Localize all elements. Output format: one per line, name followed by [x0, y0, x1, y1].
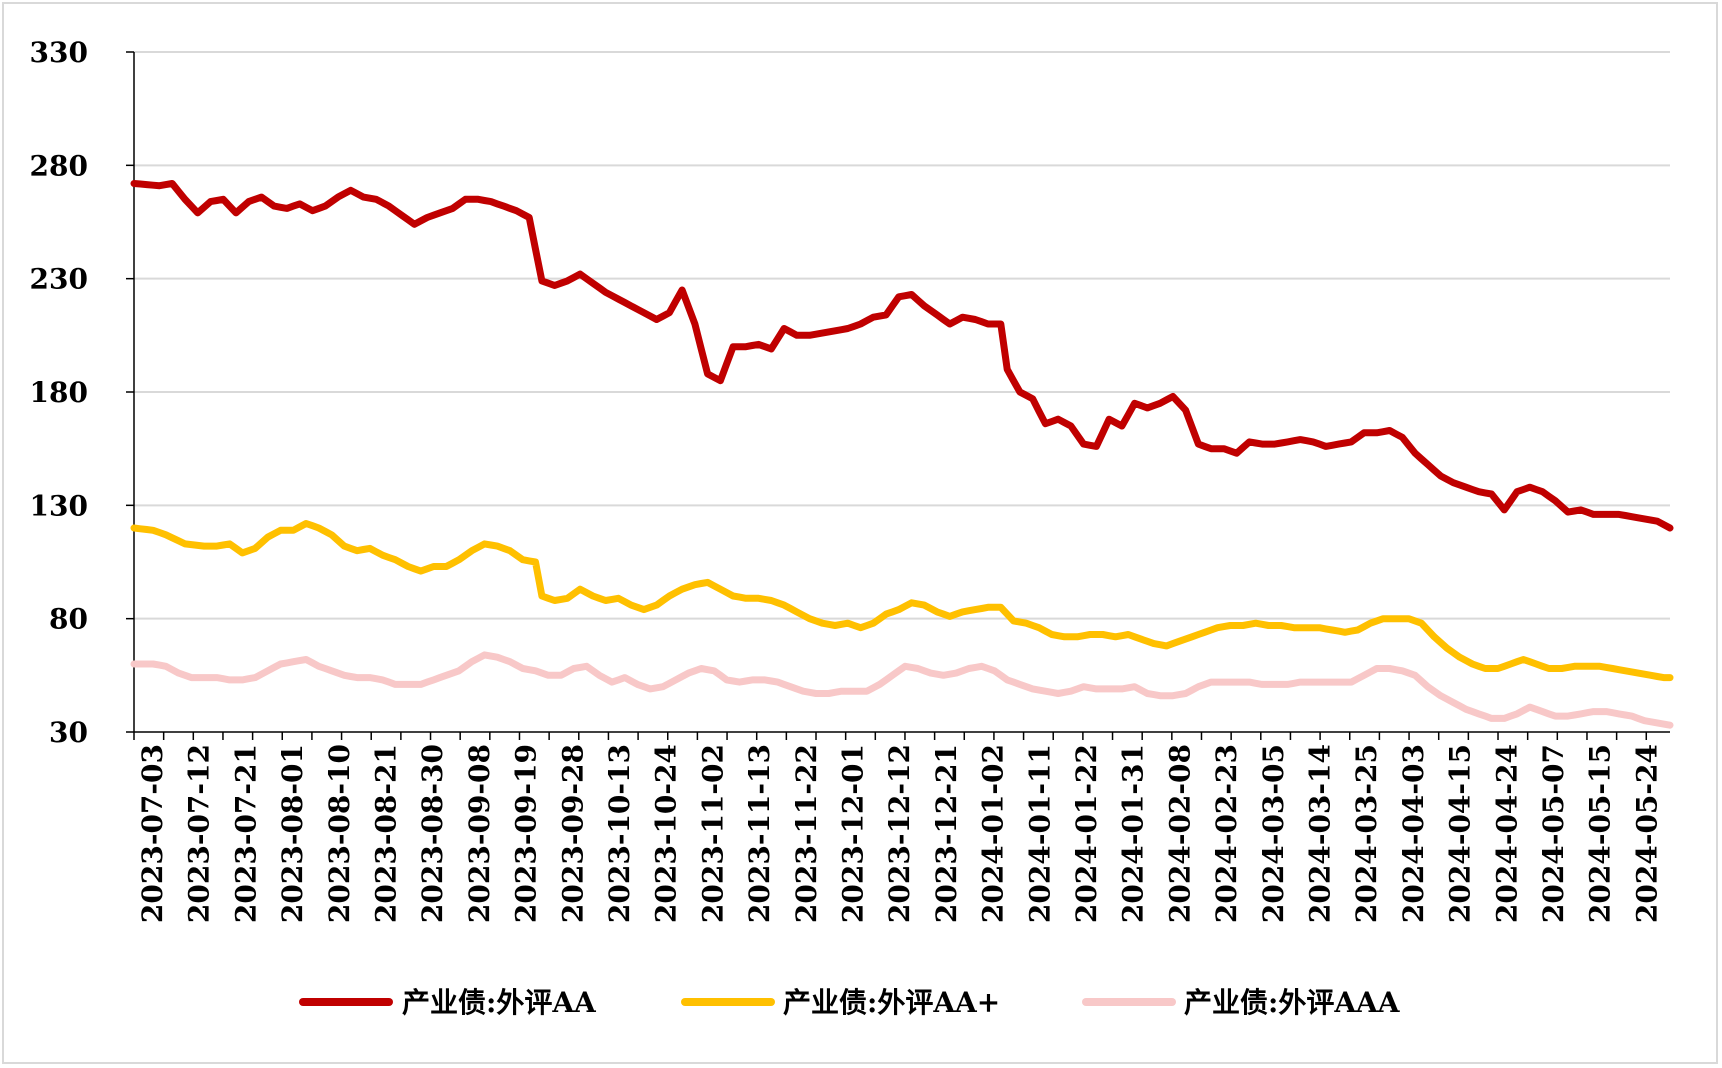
y-tick-label: 180	[30, 376, 88, 409]
x-tick-label: 2024-05-24	[1630, 744, 1663, 923]
x-tick-label: 2024-01-11	[1023, 744, 1056, 923]
x-tick-label: 2023-07-12	[183, 744, 216, 923]
x-tick-label: 2024-03-14	[1304, 744, 1337, 923]
series-line-2	[130, 651, 1674, 729]
x-tick-label: 2024-05-07	[1537, 744, 1570, 923]
series-line-1	[130, 520, 1674, 682]
x-tick-label: 2023-11-02	[696, 744, 729, 923]
x-tick-label: 2023-09-28	[556, 744, 589, 923]
x-tick-label: 2023-07-21	[229, 744, 262, 923]
x-tick-label: 2024-04-15	[1444, 744, 1477, 923]
x-tick-label: 2023-11-22	[790, 744, 823, 923]
x-tick-label: 2023-07-03	[136, 744, 169, 923]
x-tick-label: 2023-08-01	[276, 744, 309, 923]
x-tick-label: 2024-02-08	[1163, 744, 1196, 923]
x-tick-label: 2023-10-24	[650, 744, 683, 923]
x-tick-label: 2024-03-05	[1257, 744, 1290, 923]
y-tick-label: 230	[30, 263, 88, 296]
axes	[133, 52, 1670, 733]
x-tick-label: 2024-04-24	[1490, 744, 1523, 923]
x-tick-label: 2024-04-03	[1397, 744, 1430, 923]
x-tick-label: 2023-12-21	[930, 744, 963, 923]
x-tick-label: 2023-09-08	[463, 744, 496, 923]
x-tick-label: 2023-08-30	[416, 744, 449, 923]
x-tick-label: 2023-10-13	[603, 744, 636, 923]
y-tick-label: 280	[30, 149, 88, 182]
x-tick-label: 2024-03-25	[1350, 744, 1383, 923]
x-tick-label: 2024-02-23	[1210, 744, 1243, 923]
x-tick-label: 2023-08-10	[323, 744, 356, 923]
x-tick-label: 2024-01-22	[1070, 744, 1103, 923]
x-tick-label: 2023-12-01	[837, 744, 870, 923]
legend-item-1: 产业债:外评AA+	[681, 986, 1000, 1019]
x-tick-label: 2024-01-02	[977, 744, 1010, 923]
legend-item-0: 产业债:外评AA	[299, 986, 597, 1019]
y-axis-ticks: 30 80 130 180 230 280 330	[30, 36, 134, 749]
y-tick-label: 130	[30, 489, 88, 522]
x-axis-ticks: 2023-07-03 2023-07-12 2023-07-21 2023-08-01…	[133, 732, 1663, 923]
x-tick-label: 2023-12-12	[883, 744, 916, 923]
x-tick-label: 2023-11-13	[743, 744, 776, 923]
legend-label: 产业债:外评AAA	[1184, 986, 1401, 1019]
y-tick-label: 330	[30, 36, 88, 69]
y-tick-label: 30	[49, 716, 88, 749]
x-tick-label: 2023-09-19	[510, 744, 543, 923]
legend: 产业债:外评AA 产业债:外评AA+ 产业债:外评AAA	[299, 986, 1401, 1019]
x-tick-label: 2023-08-21	[370, 744, 403, 923]
legend-label: 产业债:外评AA+	[783, 986, 1000, 1019]
x-tick-label: 2024-05-15	[1584, 744, 1617, 923]
legend-label: 产业债:外评AA	[402, 986, 597, 1019]
series-lines	[130, 180, 1674, 729]
gridlines	[134, 51, 1670, 620]
series-line-0	[130, 180, 1674, 532]
y-tick-label: 80	[49, 603, 88, 636]
legend-item-2: 产业债:外评AAA	[1082, 986, 1401, 1019]
x-tick-label: 2024-01-31	[1117, 744, 1150, 923]
